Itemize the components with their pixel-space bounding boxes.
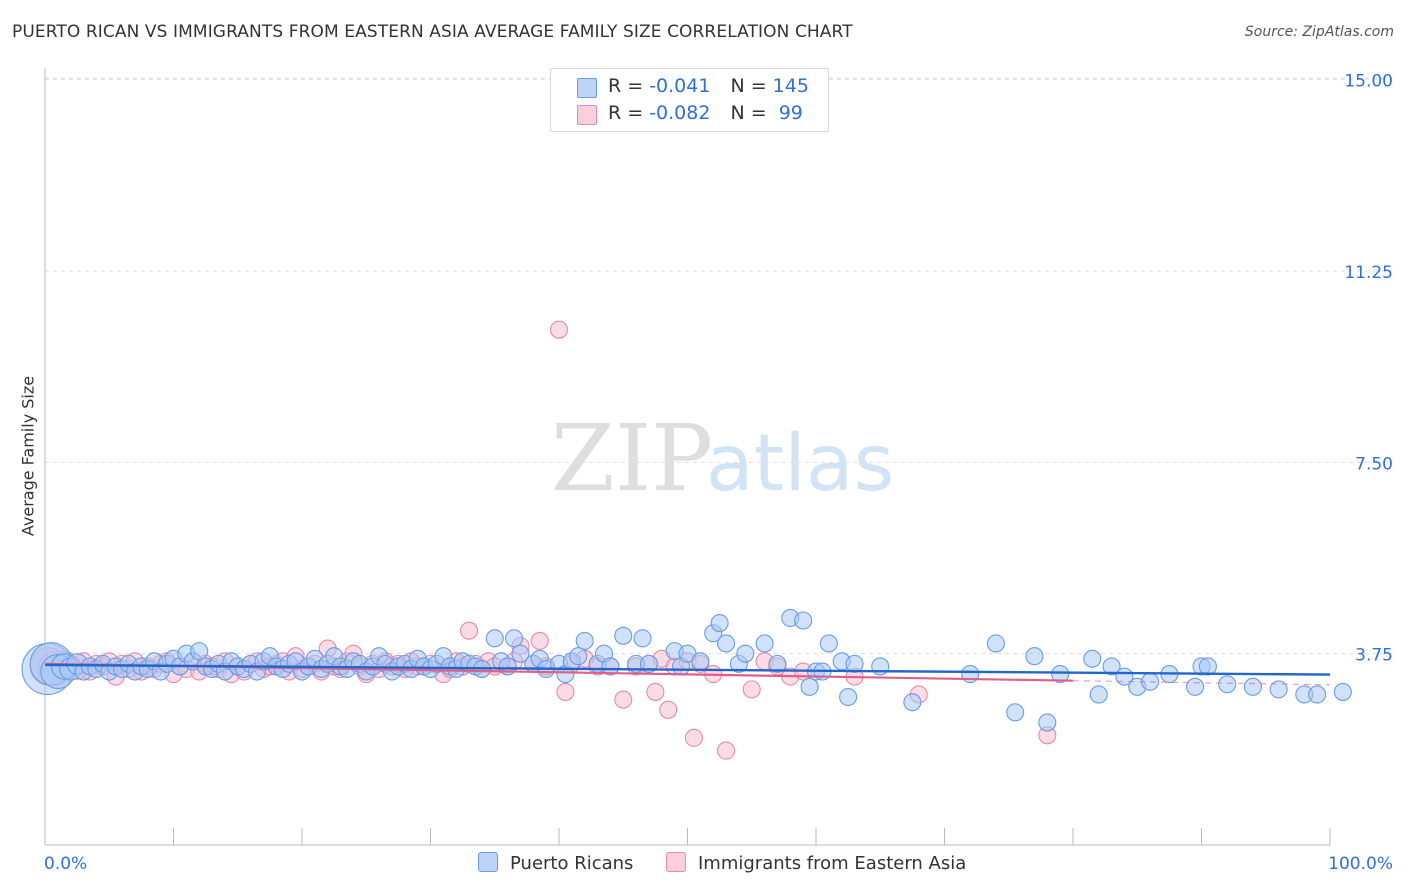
legend-swatch-pink (666, 852, 686, 872)
data-point (504, 629, 524, 648)
data-point (190, 642, 209, 661)
data-point (742, 680, 761, 699)
data-point (569, 647, 588, 666)
data-point (800, 677, 819, 696)
legend-label: Puerto Ricans (510, 853, 634, 874)
data-point (459, 621, 479, 640)
data-point (755, 634, 774, 653)
trend-lines (44, 662, 1331, 686)
data-point (1186, 677, 1205, 696)
y-tick-labels: 3.75 7.50 11.25 15.00 (1344, 72, 1393, 666)
trend-line-puerto-ricans (44, 663, 1331, 676)
data-point (1006, 703, 1025, 722)
legend-item-puerto-ricans: Puerto Ricans (478, 852, 633, 874)
n-label: N = (730, 102, 773, 124)
data-point (903, 693, 922, 712)
data-point (684, 728, 703, 747)
legend-swatch-blue (478, 852, 498, 872)
data-point (845, 654, 864, 673)
r-label: R = (608, 75, 650, 97)
y-tick-label: 15.00 (1344, 72, 1393, 92)
data-point (986, 634, 1005, 653)
data-point (1333, 682, 1352, 701)
data-point (768, 654, 787, 673)
trend-extension-eastern-asia (1072, 680, 1331, 686)
r-label: R = (608, 102, 650, 124)
data-point (1102, 657, 1121, 676)
data-point (710, 614, 729, 633)
source-label: Source: ZipAtlas.com (1244, 24, 1394, 40)
data-point (1198, 657, 1217, 676)
data-point (639, 654, 659, 673)
x-tick-label: 0.0% (44, 854, 87, 874)
n-value: 99 (772, 102, 803, 124)
data-point (819, 634, 838, 653)
data-point (839, 687, 858, 707)
data-point (1038, 713, 1057, 732)
x-tick-label: 100.0% (1328, 854, 1393, 874)
n-value: 145 (772, 75, 809, 97)
data-point (601, 657, 620, 676)
r-value: -0.082 (649, 102, 711, 124)
grid-lines (45, 77, 1392, 655)
chart-title: PUERTO RICAN VS IMMIGRANTS FROM EASTERN … (12, 22, 853, 42)
data-point (511, 644, 530, 663)
data-point (1089, 685, 1108, 704)
data-point (575, 631, 594, 650)
r-value: -0.041 (649, 75, 711, 97)
data-point (1243, 677, 1262, 696)
data-point (659, 700, 678, 719)
data-point (691, 652, 710, 671)
axes (44, 68, 1331, 846)
legend-swatch-blue (577, 78, 597, 98)
data-point (556, 682, 575, 701)
data-point (633, 629, 652, 648)
data-point (1269, 680, 1288, 699)
y-tick-label: 3.75 (1355, 646, 1393, 666)
data-point (1083, 649, 1102, 668)
y-tick-label: 11.25 (1344, 263, 1393, 283)
watermark-atlas: atlas (706, 419, 895, 509)
x-tick-labels: 0.0% 100.0% (44, 854, 1393, 874)
watermark-zip: ZIP (551, 405, 713, 512)
n-label: N = (730, 75, 773, 97)
data-point (614, 626, 633, 645)
data-point (716, 741, 736, 760)
data-point (614, 690, 633, 709)
data-point (1218, 675, 1237, 694)
data-point (794, 611, 813, 630)
data-point (1025, 647, 1044, 666)
legend-label: Immigrants from Eastern Asia (698, 853, 967, 874)
data-point (549, 320, 569, 339)
series-2-points (29, 320, 1057, 760)
data-point (646, 682, 665, 701)
correlation-legend: R = -0.041 N = 145 R = -0.082 N = 99 (550, 68, 829, 132)
y-tick-label: 7.50 (1355, 454, 1393, 474)
data-point (1051, 665, 1070, 684)
data-point (716, 634, 736, 653)
data-point (485, 629, 504, 648)
legend-swatch-pink (577, 105, 597, 125)
legend-item-eastern-asia: Immigrants from Eastern Asia (666, 852, 966, 874)
data-point (1308, 685, 1327, 704)
data-point (736, 644, 755, 663)
data-point (530, 631, 549, 650)
